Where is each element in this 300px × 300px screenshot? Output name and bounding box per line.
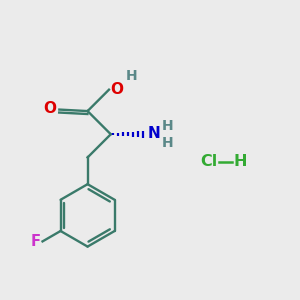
Text: Cl: Cl [200, 154, 218, 169]
Text: N: N [147, 126, 160, 141]
Text: F: F [30, 234, 40, 249]
Text: H: H [161, 119, 173, 133]
Text: H: H [161, 136, 173, 150]
Text: O: O [110, 82, 123, 97]
Text: H: H [125, 69, 137, 83]
Text: H: H [233, 154, 247, 169]
Text: O: O [43, 100, 56, 116]
